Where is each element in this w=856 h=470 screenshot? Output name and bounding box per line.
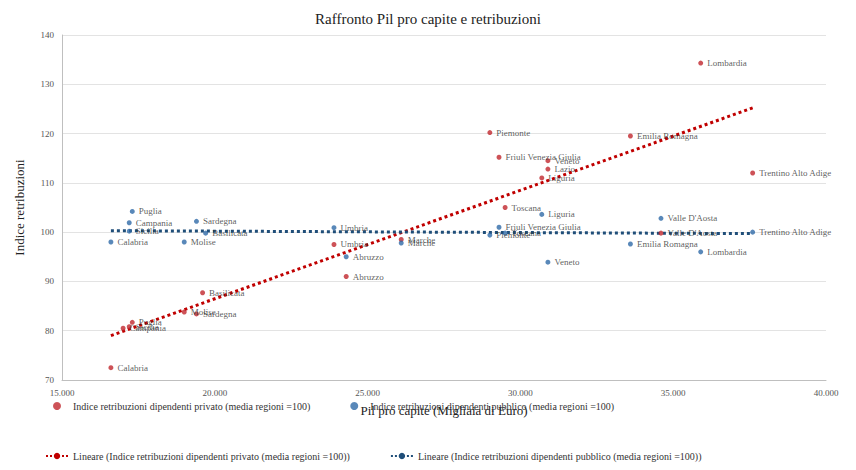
svg-text:80: 80 <box>45 326 55 336</box>
svg-text:Indice retribuzioni: Indice retribuzioni <box>12 159 27 256</box>
svg-text:Puglia: Puglia <box>139 206 162 216</box>
svg-text:Lineare (Indice retribuzioni d: Lineare (Indice retribuzioni dipendenti … <box>73 451 350 463</box>
svg-text:Trentino Alto Adige: Trentino Alto Adige <box>759 168 831 178</box>
svg-text:Umbria: Umbria <box>340 239 368 249</box>
svg-text:Sardegna: Sardegna <box>203 216 237 226</box>
svg-text:15.000: 15.000 <box>50 388 75 398</box>
svg-text:Lineare (Indice retribuzioni d: Lineare (Indice retribuzioni dipendenti … <box>418 451 702 463</box>
svg-text:110: 110 <box>41 178 55 188</box>
svg-text:Veneto: Veneto <box>554 257 579 267</box>
svg-text:40.000: 40.000 <box>814 388 839 398</box>
svg-text:Molise: Molise <box>191 237 216 247</box>
svg-text:Valle D'Aosta: Valle D'Aosta <box>667 228 717 238</box>
svg-text:Basilicata: Basilicata <box>212 228 248 238</box>
svg-text:Calabria: Calabria <box>117 237 147 247</box>
svg-text:20.000: 20.000 <box>202 388 227 398</box>
svg-text:70: 70 <box>45 375 55 385</box>
svg-text:Raffronto Pil pro capite e ret: Raffronto Pil pro capite e retribuzioni <box>315 11 541 27</box>
svg-text:100: 100 <box>41 227 55 237</box>
svg-text:Basilicata: Basilicata <box>209 288 245 298</box>
svg-text:Sardegna: Sardegna <box>203 309 237 319</box>
svg-text:140: 140 <box>41 30 55 40</box>
svg-text:Trentino Alto Adige: Trentino Alto Adige <box>759 227 831 237</box>
svg-text:Calabria: Calabria <box>117 363 147 373</box>
svg-text:Friuli Venezia Giulia: Friuli Venezia Giulia <box>505 222 581 233</box>
svg-text:Emilia Romagna: Emilia Romagna <box>637 131 698 141</box>
svg-text:Veneto: Veneto <box>554 155 580 166</box>
svg-text:25.000: 25.000 <box>355 388 380 398</box>
svg-text:Friuli Venezia Giulia: Friuli Venezia Giulia <box>505 152 581 163</box>
svg-text:Marche: Marche <box>408 238 435 248</box>
svg-text:Indice retribuzioni dipendenti: Indice retribuzioni dipendenti pubblico … <box>370 401 614 413</box>
svg-text:Campania: Campania <box>130 323 167 333</box>
svg-text:35.000: 35.000 <box>661 388 686 398</box>
svg-text:Liguria: Liguria <box>548 209 575 219</box>
svg-text:Piemonte: Piemonte <box>496 128 530 138</box>
svg-text:Liguria: Liguria <box>548 173 575 183</box>
svg-text:Lombardia: Lombardia <box>707 247 747 257</box>
svg-text:Valle D'Aosta: Valle D'Aosta <box>667 213 717 223</box>
svg-text:Toscana: Toscana <box>512 203 541 213</box>
svg-text:Campania: Campania <box>135 217 173 228</box>
svg-text:Umbria: Umbria <box>340 223 368 233</box>
svg-text:Abruzzo: Abruzzo <box>353 272 384 282</box>
svg-text:Lombardia: Lombardia <box>707 58 747 68</box>
svg-text:120: 120 <box>41 129 55 139</box>
svg-text:90: 90 <box>45 276 55 286</box>
svg-text:Indice retribuzioni dipendenti: Indice retribuzioni dipendenti privato (… <box>73 401 310 413</box>
svg-text:130: 130 <box>41 79 55 89</box>
svg-text:30.000: 30.000 <box>508 388 533 398</box>
svg-text:Emilia Romagna: Emilia Romagna <box>637 239 698 249</box>
svg-text:Sicilia: Sicilia <box>136 226 159 236</box>
svg-text:Piemonte: Piemonte <box>496 230 530 240</box>
svg-text:Lazio: Lazio <box>554 164 575 175</box>
svg-text:Abruzzo: Abruzzo <box>353 252 384 262</box>
